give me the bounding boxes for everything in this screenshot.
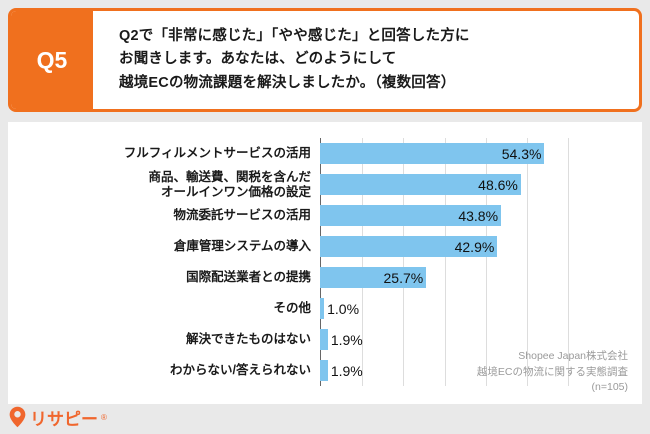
chart-row: 倉庫管理システムの導入 42.9% [20, 231, 568, 262]
category-label: その他 [273, 301, 311, 316]
chart-row: わからない/答えられない 1.9% [20, 355, 568, 386]
question-number: Q5 [11, 11, 93, 109]
question-header: Q5 Q2で「非常に感じた」「やや感じた」と回答した方に お聞きします。あなたは、… [8, 8, 642, 112]
footer: リサピー ® [8, 404, 107, 430]
brand-logo-mark: ® [101, 412, 107, 422]
bar-chart: フルフィルメントサービスの活用 54.3% 商品、輸送費、関税を含んだ オールインワン… [20, 138, 628, 392]
source-note: Shopee Japan株式会社越境ECの物流に関する実態調査 (n=105) [477, 349, 628, 396]
bar [320, 298, 325, 319]
brand-logo: リサピー ® [8, 405, 107, 430]
category-label: フルフィルメントサービスの活用 [123, 146, 311, 161]
chart-gridlines [320, 138, 569, 386]
gridline [444, 138, 446, 386]
brand-logo-text: リサピー [30, 409, 98, 429]
bar: 54.3% [320, 143, 545, 164]
chart-row: 国際配送業者との提携 25.7% [20, 262, 568, 293]
gridline [568, 138, 569, 386]
chart-rows: フルフィルメントサービスの活用 54.3% 商品、輸送費、関税を含んだ オールインワン… [20, 138, 568, 386]
bar-track: 42.9% [320, 236, 568, 257]
bar-track: 48.6% [320, 174, 568, 195]
category-label: 倉庫管理システムの導入 [173, 239, 311, 254]
value-label: 42.9% [454, 238, 495, 255]
gridline [485, 138, 487, 386]
category-label: 解決できたものはない [185, 332, 311, 347]
category-label: わからない/答えられない [170, 363, 311, 378]
map-pin-icon [8, 406, 27, 428]
category-label: 国際配送業者との提携 [186, 270, 311, 285]
value-label: 25.7% [383, 269, 424, 286]
bar: 25.7% [320, 267, 427, 288]
chart-row: 解決できたものはない 1.9% [20, 324, 568, 355]
bar [320, 329, 328, 350]
gridline [403, 138, 405, 386]
value-label: 54.3% [501, 145, 542, 162]
bar-track: 25.7% [320, 267, 568, 288]
value-label: 43.8% [458, 207, 499, 224]
source-line: 越境ECの物流に関する実態調査 [476, 365, 628, 378]
bar-track: 1.9% [320, 360, 568, 381]
gridline [362, 138, 364, 386]
chart-row: 物流委託サービスの活用 43.8% [20, 200, 568, 231]
bar [320, 360, 328, 381]
category-label: 物流委託サービスの活用 [173, 208, 311, 223]
value-label: 1.9% [330, 362, 363, 379]
bar-track: 54.3% [320, 143, 568, 164]
bar-track: 43.8% [320, 205, 568, 226]
bar-track: 1.0% [320, 298, 568, 319]
gridline [526, 138, 528, 386]
bar: 43.8% [320, 205, 502, 226]
question-line: お聞きします。あなたは、どのようにして [119, 51, 397, 68]
chart-row: 商品、輸送費、関税を含んだ オールインワン価格の設定 48.6% [20, 169, 568, 200]
value-label: 48.6% [478, 176, 518, 193]
value-label: 1.9% [330, 331, 363, 348]
category-label: 商品、輸送費、関税を含んだ オールインワン価格の設定 [148, 170, 311, 199]
chart-row: フルフィルメントサービスの活用 54.3% [20, 138, 568, 169]
chart-row: その他 1.0% [20, 293, 568, 324]
question-text: Q2で「非常に感じた」「やや感じた」と回答した方に お聞きします。あなたは、どのよ… [93, 11, 639, 109]
bar: 48.6% [320, 174, 521, 195]
source-line: Shopee Japan株式会社 [518, 349, 628, 362]
question-line: 越境ECの物流課題を解決しましたか。（複数回答） [119, 74, 456, 91]
bar: 42.9% [320, 236, 498, 257]
bar-track: 1.9% [320, 329, 568, 350]
question-line: Q2で「非常に感じた」「やや感じた」と回答した方に [119, 27, 470, 44]
source-line: (n=105) [591, 381, 628, 394]
chart-panel: フルフィルメントサービスの活用 54.3% 商品、輸送費、関税を含んだ オールインワン… [8, 122, 642, 404]
value-label: 1.0% [327, 300, 360, 317]
